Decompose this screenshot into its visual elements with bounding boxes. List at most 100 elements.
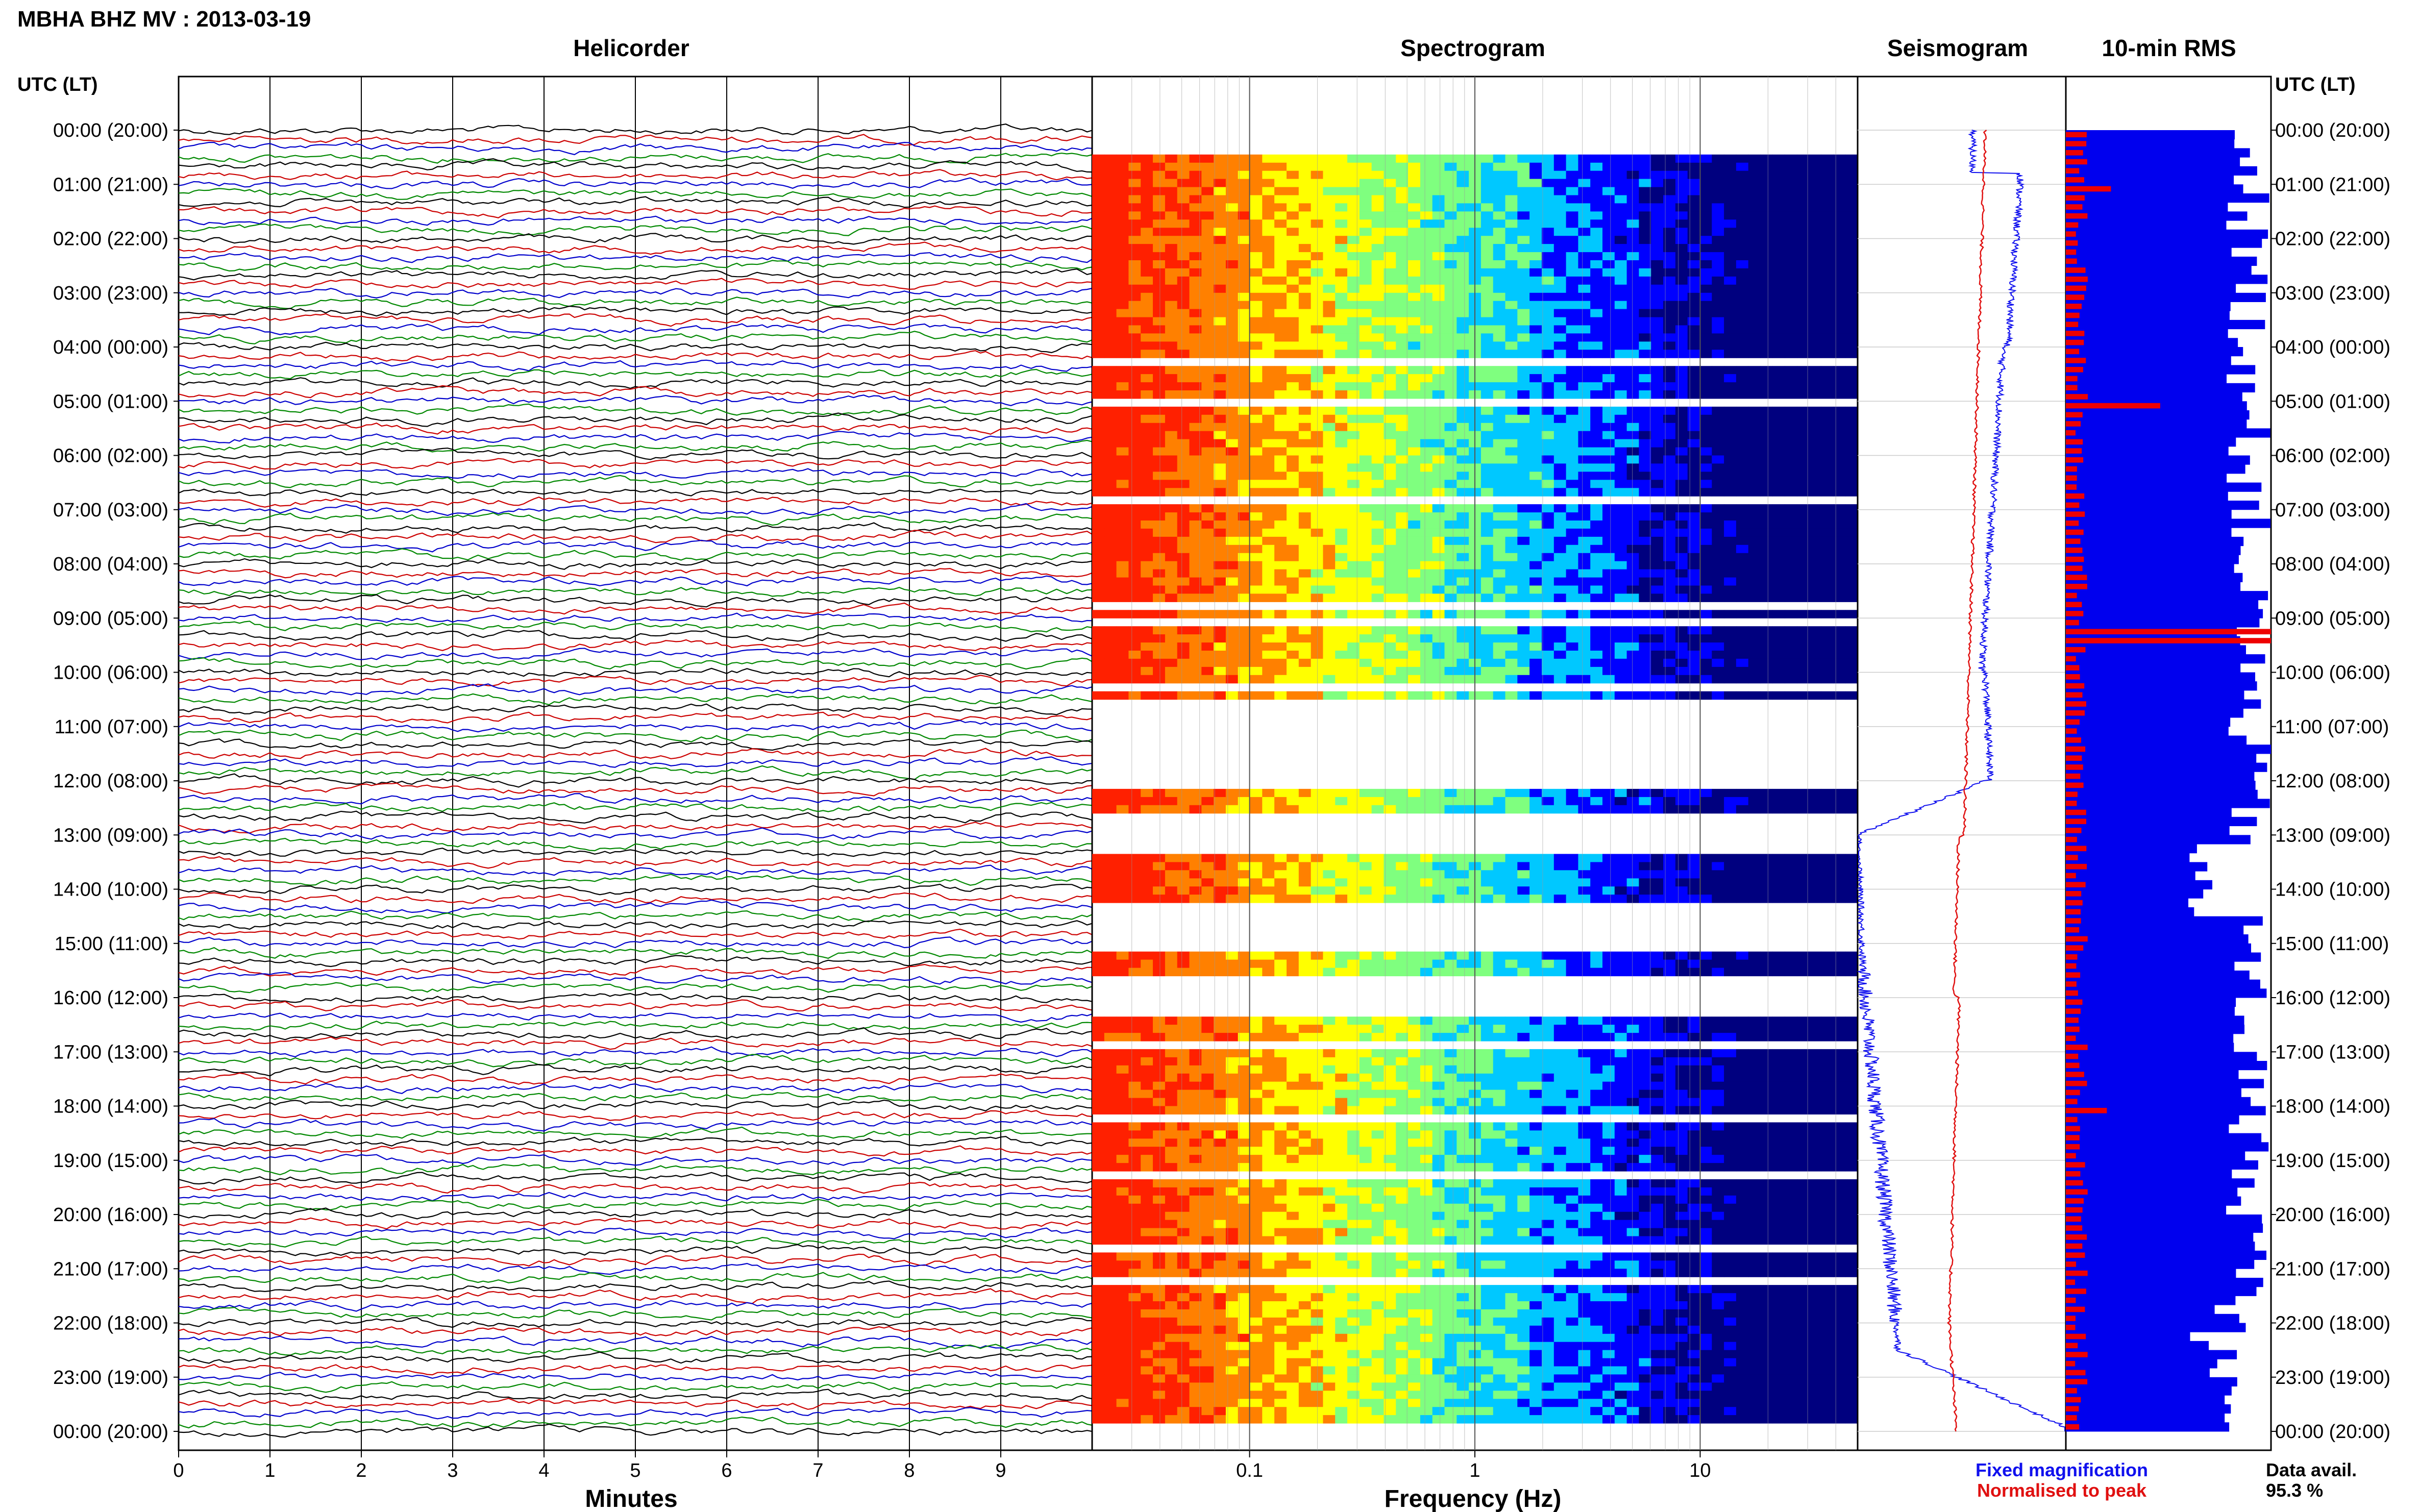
spectrogram-cell bbox=[1529, 228, 1542, 236]
spectrogram-cell bbox=[1724, 691, 1737, 700]
spectrogram-cell bbox=[1335, 414, 1348, 424]
spectrogram-cell bbox=[1116, 325, 1129, 334]
spectrogram-cell bbox=[1493, 959, 1505, 969]
spectrogram-cell bbox=[1845, 593, 1858, 602]
spectrogram-cell bbox=[1687, 634, 1700, 643]
spectrogram-cell bbox=[1214, 284, 1226, 293]
spectrogram-cell bbox=[1760, 431, 1773, 440]
spectrogram-cell bbox=[1675, 195, 1688, 204]
spectrogram-cell bbox=[1724, 162, 1737, 171]
spectrogram-cell bbox=[1809, 431, 1821, 440]
spectrogram-cell bbox=[1189, 406, 1202, 415]
spectrogram-cell bbox=[1675, 162, 1688, 171]
spectrogram-cell bbox=[1553, 268, 1566, 277]
spectrogram-cell bbox=[1432, 423, 1445, 432]
spectrogram-cell bbox=[1214, 333, 1226, 342]
spectrogram-cell bbox=[1457, 691, 1469, 700]
spectrogram-cell bbox=[1626, 203, 1639, 212]
spectrogram-cell bbox=[1505, 162, 1518, 171]
spectrogram-cell bbox=[1359, 301, 1372, 310]
spectrogram-cell bbox=[1687, 309, 1700, 318]
spectrogram-cell bbox=[1639, 333, 1651, 342]
spectrogram-cell bbox=[1250, 439, 1263, 448]
spectrogram-cell bbox=[1201, 455, 1214, 464]
spectrogram-cell bbox=[1542, 642, 1554, 651]
spectrogram-cell bbox=[1287, 1017, 1299, 1025]
spectrogram-cell bbox=[1189, 162, 1202, 171]
spectrogram-cell bbox=[1505, 154, 1518, 163]
spectrogram-cell bbox=[1760, 162, 1773, 171]
spectrogram-cell bbox=[1128, 878, 1141, 887]
spectrogram-cell bbox=[1323, 691, 1336, 700]
spectrogram-cell bbox=[1457, 228, 1469, 236]
spectrogram-cell bbox=[1639, 252, 1651, 261]
spectrogram-cell bbox=[1639, 895, 1651, 903]
spectrogram-cell bbox=[1699, 341, 1712, 350]
spectrogram-cell bbox=[1845, 666, 1858, 676]
spectrogram-cell bbox=[1626, 536, 1639, 546]
spectrogram-cell bbox=[1821, 553, 1834, 562]
spectrogram-cell bbox=[1153, 553, 1166, 562]
spectrogram-cell bbox=[1542, 455, 1554, 464]
spectrogram-cell bbox=[1480, 382, 1494, 391]
spectrogram-cell bbox=[1371, 666, 1384, 676]
spectrogram-cell bbox=[1177, 658, 1190, 667]
spectrogram-cell bbox=[1553, 228, 1566, 236]
spectrogram-cell bbox=[1165, 626, 1178, 635]
spectrogram-cell bbox=[1602, 219, 1615, 228]
spectrogram-cell bbox=[1396, 236, 1409, 244]
spectrogram-cell bbox=[1432, 195, 1445, 204]
spectrogram-cell bbox=[1578, 382, 1591, 391]
hour-label-left: 09:00 (05:00) bbox=[53, 608, 168, 629]
spectrogram-cell bbox=[1359, 423, 1372, 432]
spectrogram-cell bbox=[1785, 472, 1797, 480]
spectrogram-cell bbox=[1444, 797, 1457, 806]
spectrogram-cell bbox=[1675, 252, 1688, 261]
spectrogram-cell bbox=[1639, 366, 1651, 375]
spectrogram-cell bbox=[1833, 504, 1846, 513]
spectrogram-cell bbox=[1225, 528, 1239, 537]
spectrogram-cell bbox=[1821, 561, 1834, 570]
spectrogram-cell bbox=[1444, 268, 1457, 277]
spectrogram-cell bbox=[1821, 162, 1834, 171]
spectrogram-cell bbox=[1371, 1017, 1384, 1025]
spectrogram-cell bbox=[1845, 439, 1858, 448]
spectrogram-cell bbox=[1298, 870, 1311, 879]
spectrogram-cell bbox=[1809, 219, 1821, 228]
spectrogram-cell bbox=[1347, 284, 1360, 293]
spectrogram-cell bbox=[1201, 585, 1214, 594]
spectrogram-cell bbox=[1480, 472, 1494, 480]
spectrogram-cell bbox=[1590, 951, 1603, 960]
spectrogram-cell bbox=[1420, 520, 1433, 529]
spectrogram-cell bbox=[1772, 276, 1785, 285]
spectrogram-cell bbox=[1347, 472, 1360, 480]
spectrogram-cell bbox=[1480, 854, 1494, 862]
spectrogram-cell bbox=[1553, 382, 1566, 391]
spectrogram-cell bbox=[1626, 252, 1639, 261]
spectrogram-cell bbox=[1250, 1017, 1263, 1025]
spectrogram-cell bbox=[1651, 561, 1664, 570]
helicorder-trace bbox=[178, 1027, 1093, 1040]
spectrogram-cell bbox=[1165, 634, 1178, 643]
spectrogram-cell bbox=[1614, 170, 1627, 180]
spectrogram-cell bbox=[1845, 414, 1858, 424]
helicorder-trace bbox=[178, 1364, 1093, 1376]
spectrogram-cell bbox=[1651, 536, 1664, 546]
spectrogram-cell bbox=[1371, 325, 1384, 334]
spectrogram-cell bbox=[1542, 154, 1554, 163]
spectrogram-cell bbox=[1493, 195, 1505, 204]
spectrogram-cell bbox=[1298, 642, 1311, 651]
spectrogram-cell bbox=[1420, 350, 1433, 358]
spectrogram-cell bbox=[1104, 333, 1117, 342]
spectrogram-cell bbox=[1298, 374, 1311, 383]
spectrogram-cell bbox=[1663, 268, 1676, 277]
spectrogram-cell bbox=[1845, 455, 1858, 464]
helicorder-trace bbox=[178, 287, 1093, 299]
spectrogram-cell bbox=[1141, 968, 1153, 977]
spectrogram-cell bbox=[1626, 512, 1639, 521]
helicorder-trace bbox=[178, 1099, 1093, 1112]
spectrogram-cell bbox=[1687, 797, 1700, 806]
spectrogram-cell bbox=[1699, 292, 1712, 302]
spectrogram-cell bbox=[1384, 374, 1396, 383]
spectrogram-cell bbox=[1225, 854, 1239, 862]
